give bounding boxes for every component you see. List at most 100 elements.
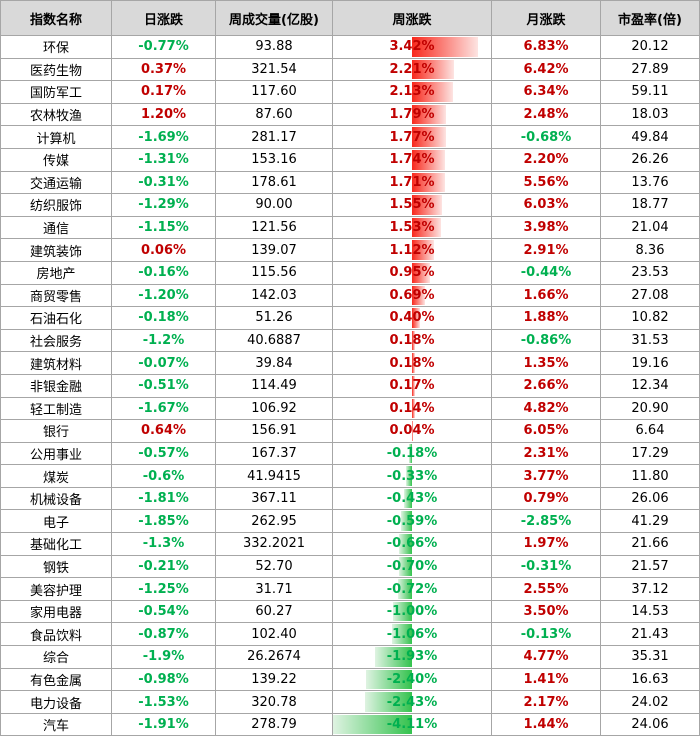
table-row: 建筑装饰 0.06% 139.07 1.12% 2.91% 8.36: [0, 238, 700, 262]
pe-ratio-cell: 41.29: [600, 509, 700, 534]
daily-change-cell: -0.98%: [111, 667, 216, 692]
table-row: 国防军工 0.17% 117.60 2.13% 6.34% 59.11: [0, 80, 700, 104]
monthly-change-cell: 6.42%: [491, 57, 601, 82]
weekly-change-bar: [412, 285, 426, 306]
weekly-change-cell: 0.18%: [332, 351, 492, 375]
weekly-change-bar: [412, 104, 447, 125]
pe-ratio-cell: 10.82: [600, 306, 700, 330]
pe-ratio-cell: 21.04: [600, 215, 700, 240]
table-row: 家用电器 -0.54% 60.27 -1.00% 3.50% 14.53: [0, 599, 700, 624]
weekly-change-cell: 0.17%: [332, 373, 492, 398]
weekly-volume-cell: 139.22: [215, 667, 333, 692]
pe-ratio-cell: 12.34: [600, 373, 700, 398]
header-row: 指数名称 日涨跌 周成交量(亿股) 周涨跌 月涨跌 市盈率(倍): [0, 0, 700, 36]
weekly-volume-cell: 278.79: [215, 712, 333, 737]
weekly-volume-cell: 31.71: [215, 577, 333, 601]
weekly-change-value: 0.18%: [389, 355, 435, 371]
weekly-change-cell: -1.06%: [332, 622, 492, 647]
pe-ratio-cell: 16.63: [600, 667, 700, 692]
table-row: 综合 -1.9% 26.2674 -1.93% 4.77% 35.31: [0, 645, 700, 669]
monthly-change-cell: -0.68%: [491, 125, 601, 149]
weekly-volume-cell: 26.2674: [215, 645, 333, 669]
monthly-change-cell: 6.05%: [491, 419, 601, 443]
index-name-cell: 银行: [0, 419, 112, 443]
weekly-change-bar: [391, 624, 412, 645]
table-row: 公用事业 -0.57% 167.37 -0.18% 2.31% 17.29: [0, 441, 700, 466]
daily-change-cell: -1.9%: [111, 645, 216, 669]
header-weekly-change: 周涨跌: [332, 0, 492, 36]
weekly-change-cell: 1.53%: [332, 215, 492, 240]
table-row: 通信 -1.15% 121.56 1.53% 3.98% 21.04: [0, 215, 700, 240]
weekly-change-bar: [374, 647, 412, 667]
weekly-change-bar: [412, 398, 415, 419]
table-row: 轻工制造 -1.67% 106.92 0.14% 4.82% 20.90: [0, 396, 700, 421]
table-row: 电子 -1.85% 262.95 -0.59% -2.85% 41.29: [0, 509, 700, 534]
header-daily-change: 日涨跌: [111, 0, 216, 36]
weekly-change-bar: [412, 37, 478, 57]
index-name-cell: 非银金融: [0, 373, 112, 398]
weekly-change-cell: 0.18%: [332, 328, 492, 353]
weekly-change-cell: -0.33%: [332, 464, 492, 488]
index-name-cell: 机械设备: [0, 486, 112, 511]
monthly-change-cell: -2.85%: [491, 509, 601, 534]
weekly-change-value: 1.12%: [389, 242, 435, 258]
index-name-cell: 房地产: [0, 260, 112, 285]
monthly-change-cell: 2.17%: [491, 690, 601, 714]
weekly-change-cell: 2.13%: [332, 80, 492, 104]
pe-ratio-cell: 27.08: [600, 283, 700, 308]
daily-change-cell: -0.77%: [111, 35, 216, 59]
index-name-cell: 计算机: [0, 125, 112, 149]
weekly-change-cell: 0.04%: [332, 419, 492, 443]
daily-change-cell: 0.64%: [111, 419, 216, 443]
daily-change-cell: 0.37%: [111, 57, 216, 82]
daily-change-cell: -1.53%: [111, 690, 216, 714]
weekly-volume-cell: 60.27: [215, 599, 333, 624]
weekly-change-bar: [399, 534, 412, 554]
table-row: 食品饮料 -0.87% 102.40 -1.06% -0.13% 21.43: [0, 622, 700, 647]
weekly-change-cell: -0.66%: [332, 532, 492, 556]
weekly-change-cell: -0.43%: [332, 486, 492, 511]
daily-change-cell: -0.54%: [111, 599, 216, 624]
index-name-cell: 轻工制造: [0, 396, 112, 421]
pe-ratio-cell: 26.26: [600, 147, 700, 172]
weekly-volume-cell: 367.11: [215, 486, 333, 511]
monthly-change-cell: 2.66%: [491, 373, 601, 398]
table-row: 农林牧渔 1.20% 87.60 1.79% 2.48% 18.03: [0, 102, 700, 127]
index-name-cell: 美容护理: [0, 577, 112, 601]
weekly-change-cell: -1.93%: [332, 645, 492, 669]
header-index-name: 指数名称: [0, 0, 112, 36]
weekly-change-value: -1.93%: [386, 649, 438, 665]
daily-change-cell: -1.67%: [111, 396, 216, 421]
weekly-change-bar: [398, 579, 412, 599]
index-name-cell: 汽车: [0, 712, 112, 737]
weekly-change-value: 0.95%: [389, 265, 435, 281]
weekly-volume-cell: 115.56: [215, 260, 333, 285]
table-row: 银行 0.64% 156.91 0.04% 6.05% 6.64: [0, 419, 700, 443]
index-name-cell: 商贸零售: [0, 283, 112, 308]
daily-change-cell: -1.3%: [111, 532, 216, 556]
weekly-change-value: 1.74%: [389, 152, 435, 168]
weekly-change-cell: -2.43%: [332, 690, 492, 714]
daily-change-cell: -1.29%: [111, 193, 216, 217]
daily-change-cell: -0.87%: [111, 622, 216, 647]
index-name-cell: 食品饮料: [0, 622, 112, 647]
monthly-change-cell: 6.03%: [491, 193, 601, 217]
weekly-change-bar: [365, 692, 412, 712]
weekly-change-value: 1.77%: [389, 129, 435, 145]
monthly-change-cell: 4.82%: [491, 396, 601, 421]
daily-change-cell: 0.06%: [111, 238, 216, 262]
daily-change-cell: -1.85%: [111, 509, 216, 534]
weekly-change-value: 0.17%: [389, 378, 435, 394]
index-name-cell: 社会服务: [0, 328, 112, 353]
weekly-change-bar: [412, 59, 455, 80]
weekly-change-bar: [412, 195, 442, 215]
table-row: 基础化工 -1.3% 332.2021 -0.66% 1.97% 21.66: [0, 532, 700, 556]
weekly-change-value: -0.43%: [386, 491, 438, 507]
index-name-cell: 传媒: [0, 147, 112, 172]
weekly-volume-cell: 90.00: [215, 193, 333, 217]
monthly-change-cell: -0.31%: [491, 554, 601, 579]
pe-ratio-cell: 59.11: [600, 80, 700, 104]
table-row: 机械设备 -1.81% 367.11 -0.43% 0.79% 26.06: [0, 486, 700, 511]
index-name-cell: 建筑装饰: [0, 238, 112, 262]
